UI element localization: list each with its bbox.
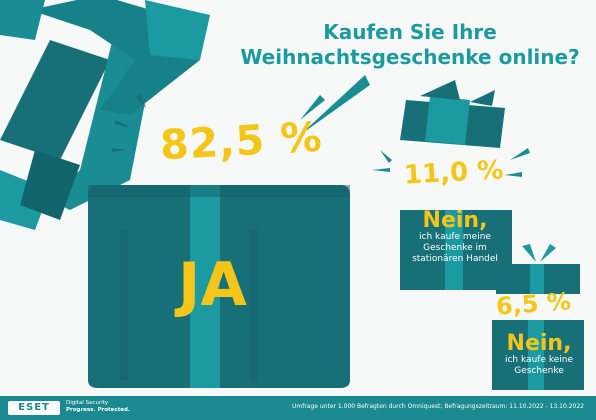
answer-store-text: ich kaufe meine Geschenke im stationären…	[412, 232, 498, 264]
tagline-line-2: Progress. Protected.	[66, 407, 130, 413]
answer-none-title: Nein,	[506, 331, 572, 356]
footer-bar	[0, 396, 596, 420]
answer-store-title: Nein,	[422, 208, 488, 233]
burst-lines-big	[112, 75, 370, 152]
percent-yes: 82,5 %	[158, 112, 324, 170]
answer-none-text: ich kaufe keine Geschenke	[504, 355, 574, 376]
answer-store: Nein, ich kaufe meine Geschenke im stati…	[400, 210, 510, 265]
tagline-line-1: Digital Security	[66, 400, 109, 406]
headline-line-2: Weihnachtsgeschenke online?	[240, 45, 580, 69]
headline-line-1: Kaufen Sie Ihre	[323, 20, 497, 44]
percent-none: 6,5 %	[495, 287, 572, 321]
survey-note: Umfrage unter 1.000 Befragten durch Omni…	[291, 403, 584, 410]
small-gift-2	[492, 244, 584, 390]
big-gift-lid	[0, 0, 210, 230]
big-gift-box	[88, 185, 350, 388]
brand-tagline: Digital Security Progress. Protected.	[66, 400, 130, 414]
answer-yes-label: JA	[178, 250, 247, 320]
small-gift-1	[372, 80, 530, 290]
percent-store: 11,0 %	[403, 155, 504, 191]
eset-logo: ESET	[8, 401, 60, 415]
headline: Kaufen Sie Ihre Weihnachtsgeschenke onli…	[230, 20, 590, 70]
answer-none: Nein, ich kaufe keine Geschenke	[493, 333, 585, 377]
